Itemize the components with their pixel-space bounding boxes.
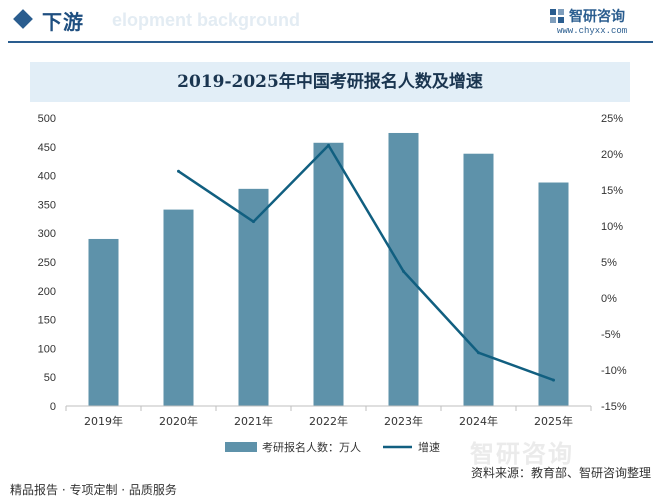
- brand-name: 智研咨询: [569, 9, 625, 25]
- line-point: [177, 169, 180, 173]
- brand-logo-icon: [550, 9, 564, 23]
- y-right-tick-label: 20%: [601, 149, 623, 161]
- y-right-tick-label: -15%: [601, 401, 627, 413]
- y-right-tick-label: 15%: [601, 185, 623, 197]
- y-left-tick-label: 500: [38, 113, 56, 125]
- bar: [88, 238, 119, 406]
- section-title: 下游: [42, 10, 84, 34]
- brand-url: www.chyxx.com: [557, 26, 628, 36]
- line-point: [327, 143, 330, 147]
- line-point: [402, 269, 405, 273]
- legend-bar-label: 考研报名人数：万人: [262, 440, 361, 454]
- section-header: elopment background 下游 智研咨询 www.chyxx.co…: [0, 0, 661, 46]
- bar: [163, 209, 194, 406]
- x-tick-label: 2023年: [384, 414, 423, 428]
- chart-title-band: 2019-2025年中国考研报名人数及增速: [30, 62, 630, 102]
- x-tick-label: 2019年: [84, 414, 123, 428]
- y-left-tick-label: 450: [38, 142, 56, 154]
- bar: [463, 153, 494, 406]
- y-right-tick-label: 25%: [601, 113, 623, 125]
- y-left-tick-label: 250: [38, 257, 56, 269]
- y-right-tick-label: -10%: [601, 365, 627, 377]
- line-point: [477, 351, 480, 355]
- legend-line-label: 增速: [418, 440, 440, 454]
- x-tick-label: 2020年: [159, 414, 198, 428]
- footer-slogan: 精品报告 · 专项定制 · 品质服务: [10, 483, 177, 497]
- line-point: [252, 220, 255, 224]
- bar: [538, 182, 569, 406]
- y-left-tick-label: 150: [38, 315, 56, 327]
- y-left-tick-label: 50: [44, 372, 56, 384]
- x-tick-label: 2025年: [534, 414, 573, 428]
- legend-bar-swatch: [225, 442, 257, 452]
- chart-title: 2019-2025年中国考研报名人数及增速: [177, 72, 483, 92]
- header-background-text: elopment background: [112, 10, 301, 30]
- header-divider: [8, 41, 653, 43]
- line-series-growth: [177, 144, 554, 382]
- source-note: 资料来源：教育部、智研咨询整理: [470, 466, 651, 480]
- y-right-tick-label: 0%: [601, 293, 617, 305]
- y-left-tick-label: 100: [38, 343, 56, 355]
- bar: [238, 188, 269, 406]
- y-left-tick-label: 300: [38, 228, 56, 240]
- x-tick-label: 2022年: [309, 414, 348, 428]
- y-left-tick-label: 400: [38, 171, 56, 183]
- y-left-tick-label: 0: [50, 401, 56, 413]
- x-tick-label: 2024年: [459, 414, 498, 428]
- watermark-brand: 智研咨询: [470, 440, 574, 468]
- y-left-tick-label: 200: [38, 286, 56, 298]
- y-right-tick-label: -5%: [601, 329, 621, 341]
- y-right-tick-label: 5%: [601, 257, 617, 269]
- bar: [313, 142, 344, 406]
- line-point: [552, 378, 555, 382]
- x-tick-label: 2021年: [234, 414, 273, 428]
- y-left-tick-label: 350: [38, 199, 56, 211]
- y-right-tick-label: 10%: [601, 221, 623, 233]
